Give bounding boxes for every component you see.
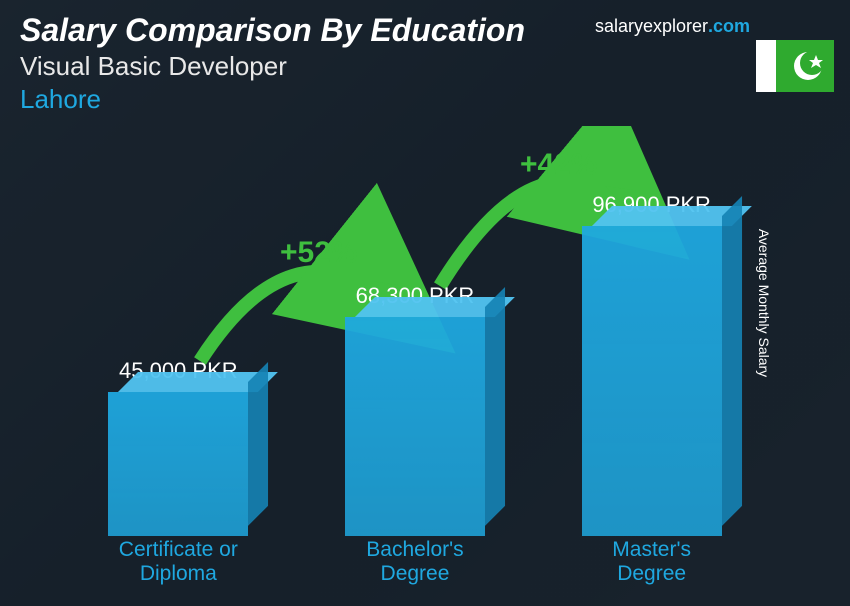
bar: [345, 317, 485, 536]
bar-group: 45,000 PKR: [88, 358, 268, 536]
bar-label: Certificate orDiploma: [88, 538, 268, 586]
bars-container: 45,000 PKR 68,300 PKR 96,900 PKR: [60, 126, 770, 536]
bar-side-face: [485, 287, 505, 526]
brand-name: salaryexplorer: [595, 16, 708, 36]
bar-side-face: [248, 362, 268, 526]
job-title: Visual Basic Developer: [20, 51, 830, 82]
location: Lahore: [20, 84, 830, 115]
brand-suffix: .com: [708, 16, 750, 36]
bar: [582, 226, 722, 536]
flag-field: [776, 40, 834, 92]
bar-group: 96,900 PKR: [562, 192, 742, 536]
bar: [108, 392, 248, 536]
brand-logo: salaryexplorer.com: [595, 16, 750, 37]
bar-front-face: [108, 392, 248, 536]
bar-label: Bachelor'sDegree: [325, 538, 505, 586]
bar-front-face: [582, 226, 722, 536]
labels-container: Certificate orDiploma Bachelor'sDegree Mas…: [60, 538, 770, 586]
bar-group: 68,300 PKR: [325, 283, 505, 536]
bar-side-face: [722, 196, 742, 526]
flag-icon: [756, 40, 834, 92]
chart: +52% +42% 45,000 PKR68,300 PKR96,900 PKR…: [60, 126, 770, 586]
bar-front-face: [345, 317, 485, 536]
bar-label: Master'sDegree: [562, 538, 742, 586]
